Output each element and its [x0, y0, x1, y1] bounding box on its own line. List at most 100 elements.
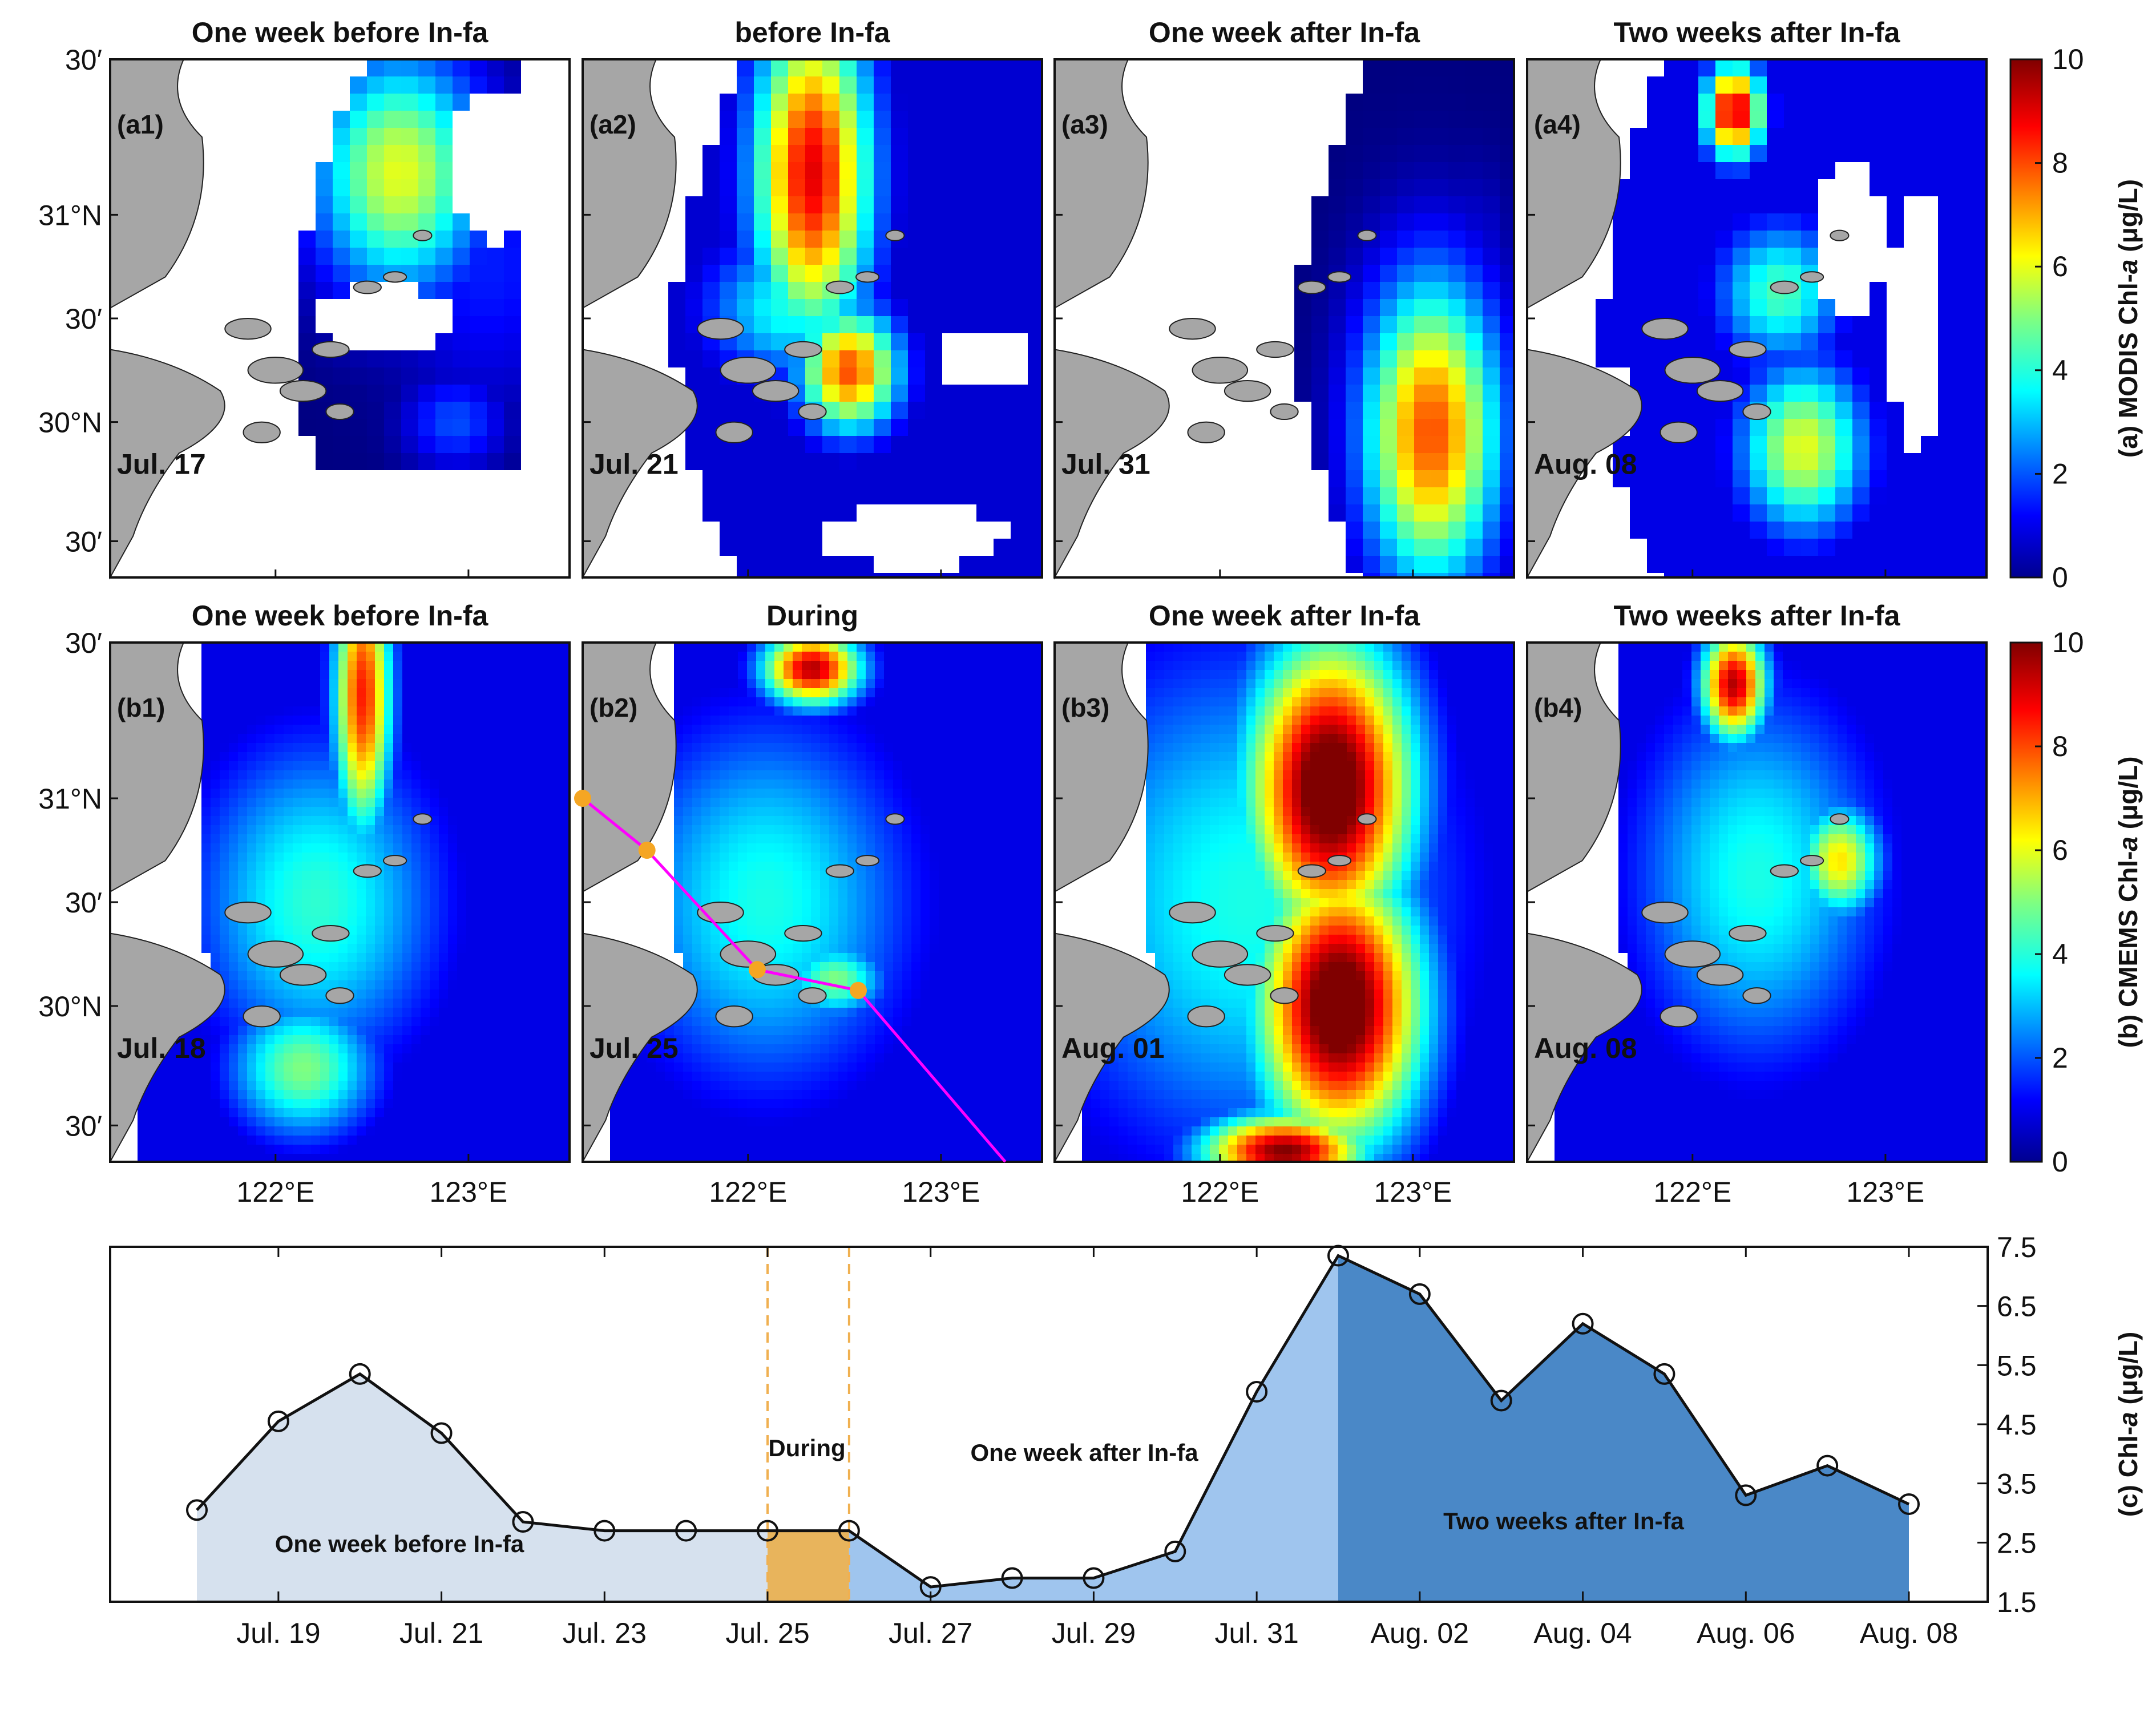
island — [798, 987, 827, 1004]
panel-title: One week before In-fa — [192, 600, 489, 632]
panel-date: Jul. 31 — [1061, 448, 1150, 480]
island — [1297, 864, 1326, 878]
period-annotation: Two weeks after In-fa — [1443, 1508, 1684, 1534]
island — [247, 357, 304, 384]
land-north — [582, 642, 677, 893]
island — [715, 1005, 753, 1028]
island — [1270, 403, 1299, 421]
panel-date: Jul. 25 — [590, 1032, 679, 1064]
chl-field — [668, 59, 1042, 577]
colorbar-tick-label: 2 — [2052, 1042, 2068, 1074]
track-point — [748, 961, 766, 979]
land-south — [1527, 932, 1642, 1162]
land-north — [1527, 642, 1621, 893]
colorbar-title-italic: a — [2113, 837, 2143, 851]
lat-tick-label: 30°N — [38, 407, 102, 439]
lat-tick-label: 30′ — [65, 887, 102, 919]
data-point — [1490, 1389, 1512, 1412]
data-point — [593, 1520, 616, 1542]
data-point — [1408, 1283, 1431, 1305]
track-point — [850, 981, 867, 999]
y-tick-label: 1.5 — [1997, 1586, 2037, 1618]
colorbar-title-italic: a — [2113, 259, 2143, 274]
colorbar-tick-label: 10 — [2052, 627, 2084, 658]
y-tick-label: 3.5 — [1997, 1468, 2037, 1500]
period-annotation: One week before In-fa — [275, 1530, 524, 1557]
island — [243, 421, 281, 443]
map-panel-a3: One week after In-fa (a3) Jul. 31 — [1053, 17, 1515, 580]
panel-label: (a2) — [590, 110, 636, 139]
island — [1169, 902, 1216, 924]
data-point — [512, 1511, 534, 1533]
map-panel-b4: Two weeks after In-fa (b4) Aug. 08 122°E 123… — [1526, 600, 1988, 1208]
colorbar-gradient — [2009, 641, 2043, 1163]
island — [1742, 403, 1771, 421]
lon-tick-label: 123°E — [1847, 1176, 1925, 1208]
land-north — [110, 59, 204, 309]
island — [1187, 421, 1225, 443]
land-south — [1054, 932, 1170, 1162]
period-area-3 — [1338, 1255, 1909, 1602]
map-panel-a1: One week before In-fa (a1) Jul. 17 — [109, 17, 571, 580]
x-tick-label: Jul. 21 — [399, 1617, 483, 1649]
data-point — [1735, 1484, 1757, 1506]
y-tick-label: 5.5 — [1997, 1350, 2037, 1381]
island — [1641, 318, 1689, 340]
period-area-1 — [768, 1530, 849, 1602]
lon-tick-label: 122°E — [236, 1176, 314, 1208]
island — [720, 357, 777, 384]
colorbar-tick-label: 4 — [2052, 938, 2068, 970]
lat-tick-label: 30°N — [38, 991, 102, 1023]
panel-label: (b4) — [1534, 693, 1582, 722]
x-tick-label: Aug. 06 — [1697, 1617, 1795, 1649]
island — [312, 341, 350, 358]
chl-field — [583, 643, 1042, 1162]
island — [1770, 280, 1799, 294]
panel-label: (a4) — [1534, 110, 1581, 139]
lat-tick-label: 30′ — [65, 627, 102, 659]
island — [715, 421, 753, 443]
colorbar-tick-label: 8 — [2052, 147, 2068, 179]
lon-tick-label: 122°E — [1181, 1176, 1259, 1208]
island — [1696, 964, 1744, 986]
period-area-0 — [197, 1373, 768, 1602]
island — [1729, 924, 1767, 942]
data-point — [1246, 1380, 1268, 1403]
y-axis-label-main: (c) Chl- — [2113, 1427, 2143, 1517]
island — [1256, 341, 1294, 358]
lat-tick-label: 30′ — [65, 1110, 102, 1142]
data-point — [1816, 1455, 1839, 1477]
island — [325, 403, 354, 421]
lat-tick-label: 30′ — [65, 303, 102, 335]
panel-title: One week after In-fa — [1149, 600, 1420, 632]
lon-tick-label: 123°E — [430, 1176, 508, 1208]
chl-field — [110, 643, 570, 1162]
map-panel-a4: Two weeks after In-fa (a4) Aug. 08 — [1526, 17, 1988, 580]
island — [784, 924, 822, 942]
colorbar-tick-label: 0 — [2052, 1146, 2068, 1178]
island — [885, 229, 905, 241]
panel-label: (b2) — [590, 693, 637, 722]
colorbar-tick-label: 6 — [2052, 251, 2068, 282]
land-south — [582, 932, 698, 1162]
x-tick-label: Aug. 02 — [1371, 1617, 1469, 1649]
island — [1729, 341, 1767, 358]
island — [1192, 940, 1249, 968]
lon-tick-label: 123°E — [902, 1176, 980, 1208]
panel-date: Jul. 18 — [117, 1032, 206, 1064]
map-panel-b1: One week before In-fa (b1) Jul. 18 122°E 123… — [109, 600, 571, 1208]
lat-tick-label: 31°N — [38, 199, 102, 231]
land-north — [1527, 59, 1621, 309]
land-north — [1054, 642, 1149, 893]
island — [325, 987, 354, 1004]
data-point — [186, 1499, 208, 1521]
island — [413, 813, 433, 825]
chl-field — [1294, 59, 1514, 577]
island — [1641, 902, 1689, 924]
x-tick-label: Jul. 23 — [563, 1617, 647, 1649]
island — [697, 318, 744, 340]
lat-tick-label: 30′ — [65, 44, 102, 76]
panel-label: (b3) — [1061, 693, 1109, 722]
data-point — [1572, 1312, 1594, 1335]
typhoon-track — [574, 790, 1007, 1163]
